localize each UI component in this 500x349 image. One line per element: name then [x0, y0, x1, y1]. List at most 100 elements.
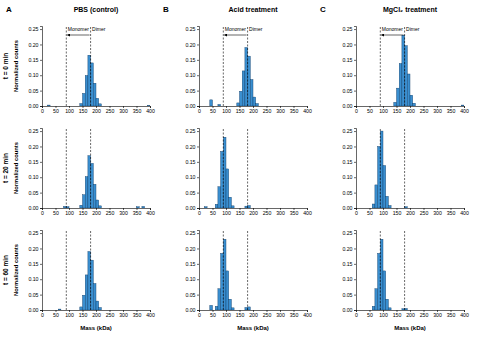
- tick-label: 350: [447, 210, 456, 216]
- bar: [45, 208, 48, 209]
- bar: [442, 106, 445, 107]
- tick: 0.00: [28, 103, 42, 109]
- tick-label: 0.10: [185, 276, 195, 282]
- tick-label: 250: [420, 108, 429, 114]
- bar: [378, 106, 381, 107]
- row-label: t = 0 min: [2, 53, 9, 80]
- bar: [77, 106, 80, 107]
- bar: [399, 64, 402, 106]
- tick-label: 0.25: [342, 230, 352, 236]
- tick: 350: [133, 106, 142, 114]
- bar: [145, 106, 148, 107]
- bar: [207, 310, 210, 311]
- tick-label: 50: [367, 210, 373, 216]
- bar: [72, 310, 75, 311]
- bar: [437, 106, 440, 107]
- tick-mark: [40, 310, 42, 311]
- bar: [288, 310, 291, 311]
- tick-mark: [197, 233, 199, 234]
- tick: 0.20: [28, 42, 42, 48]
- tick: 0.25: [185, 128, 199, 134]
- bar: [256, 104, 259, 106]
- bar: [370, 310, 373, 311]
- tick-label: 150: [79, 210, 88, 216]
- bars: [58, 252, 101, 310]
- bar: [359, 208, 362, 209]
- bar: [453, 106, 456, 107]
- tick-mark: [354, 177, 356, 178]
- bar: [120, 106, 123, 107]
- bar: [258, 106, 261, 107]
- bar: [461, 208, 464, 209]
- tick: 0: [41, 208, 44, 216]
- tick: 200: [249, 310, 258, 318]
- tick: 0.15: [28, 57, 42, 63]
- tick: 0.20: [28, 144, 42, 150]
- tick-label: 50: [210, 312, 216, 318]
- bar: [123, 208, 126, 209]
- bar: [304, 208, 307, 209]
- bar: [126, 310, 129, 311]
- y-axis: 0.000.050.100.150.200.25: [342, 230, 356, 313]
- bar: [359, 310, 362, 311]
- bar: [99, 308, 102, 310]
- tick: 0.25: [28, 230, 42, 236]
- bar: [451, 310, 454, 311]
- bar: [96, 301, 99, 310]
- bar: [299, 310, 302, 311]
- tick: 100: [65, 310, 74, 318]
- tick-label: 0.05: [185, 292, 195, 298]
- bar: [413, 103, 416, 106]
- bar: [267, 106, 270, 107]
- bar: [66, 310, 69, 311]
- bar: [375, 185, 378, 208]
- bar: [256, 208, 259, 209]
- bar: [45, 310, 48, 311]
- tick: 400: [146, 310, 155, 318]
- bar: [364, 208, 367, 209]
- bar: [245, 206, 248, 208]
- bar: [418, 106, 421, 107]
- bar: [231, 106, 234, 107]
- tick-label: 400: [146, 312, 155, 318]
- tick-mark: [40, 177, 42, 178]
- panel-title: MgCl₂ treatment: [383, 6, 438, 14]
- tick: 0: [355, 106, 358, 114]
- tick-label: 0.00: [342, 103, 352, 109]
- tick-mark: [197, 91, 199, 92]
- tick: 250: [106, 106, 115, 114]
- bar: [231, 308, 234, 310]
- x-axis-title: Mass (kDa): [80, 325, 112, 331]
- tick-label: 250: [106, 210, 115, 216]
- bar: [85, 177, 88, 208]
- tick: 200: [92, 310, 101, 318]
- tick: 100: [222, 106, 231, 114]
- bar: [253, 208, 256, 209]
- tick-label: 300: [276, 210, 285, 216]
- tick-label: 0.05: [28, 292, 38, 298]
- tick-label: 0: [198, 210, 201, 216]
- tick: 0.10: [185, 72, 199, 78]
- x-axis: 050100150200250300350400: [355, 106, 469, 114]
- bar: [424, 310, 427, 311]
- tick: 0.10: [342, 174, 356, 180]
- tick: 150: [393, 106, 402, 114]
- tick-mark: [40, 208, 42, 209]
- bar: [223, 106, 226, 107]
- tick-label: 0.20: [342, 42, 352, 48]
- bar: [202, 310, 205, 311]
- tick-label: 350: [290, 312, 299, 318]
- bar: [96, 200, 99, 208]
- bar: [285, 310, 288, 311]
- tick: 0.05: [342, 88, 356, 94]
- tick: 0.15: [185, 159, 199, 165]
- tick: 350: [133, 310, 142, 318]
- reference-line: [404, 128, 405, 208]
- bar: [128, 310, 131, 311]
- tick-label: 0.15: [342, 159, 352, 165]
- reference-label: Monomer: [225, 26, 246, 32]
- bar: [145, 208, 148, 209]
- tick-label: 200: [249, 108, 258, 114]
- tick: 350: [133, 208, 142, 216]
- bars: [372, 239, 407, 310]
